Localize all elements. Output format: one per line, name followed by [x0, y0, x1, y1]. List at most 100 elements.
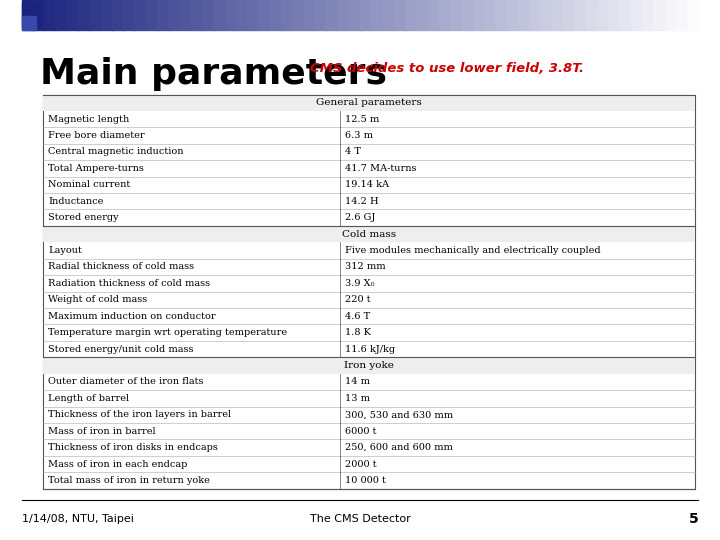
Bar: [360, 0, 372, 30]
Text: Stored energy/unit cold mass: Stored energy/unit cold mass: [48, 345, 194, 354]
Text: 312 mm: 312 mm: [345, 262, 385, 272]
Text: Weight of cold mass: Weight of cold mass: [48, 295, 148, 305]
Bar: [43, 357, 695, 374]
Text: Cold mass: Cold mass: [342, 230, 396, 239]
Text: 41.7 MA-turns: 41.7 MA-turns: [345, 164, 416, 173]
Bar: [22, 3, 42, 26]
Text: CMS decides to use lower field, 3.8T.: CMS decides to use lower field, 3.8T.: [310, 62, 584, 75]
Bar: [33, 0, 45, 30]
Bar: [43, 94, 695, 489]
Text: 11.6 kJ/kg: 11.6 kJ/kg: [345, 345, 395, 354]
Bar: [575, 0, 586, 30]
Text: 6.3 m: 6.3 m: [345, 131, 373, 140]
Bar: [292, 0, 305, 30]
Text: Total Ampere-turns: Total Ampere-turns: [48, 164, 144, 173]
Bar: [270, 0, 282, 30]
Bar: [22, 16, 36, 30]
Bar: [78, 0, 90, 30]
Bar: [123, 0, 135, 30]
Bar: [67, 0, 78, 30]
Bar: [563, 0, 575, 30]
Text: Outer diameter of the iron flats: Outer diameter of the iron flats: [48, 377, 204, 387]
Text: 220 t: 220 t: [345, 295, 370, 305]
Bar: [236, 0, 248, 30]
Bar: [394, 0, 406, 30]
Bar: [631, 0, 643, 30]
Text: 1/14/08, NTU, Taipei: 1/14/08, NTU, Taipei: [22, 515, 133, 524]
Bar: [405, 0, 417, 30]
Bar: [653, 0, 665, 30]
Bar: [112, 0, 124, 30]
Bar: [462, 0, 474, 30]
Bar: [495, 0, 508, 30]
Bar: [135, 0, 146, 30]
Text: Total mass of iron in return yoke: Total mass of iron in return yoke: [48, 476, 210, 485]
Text: Stored energy: Stored energy: [48, 213, 119, 222]
Bar: [145, 0, 158, 30]
Bar: [315, 0, 327, 30]
Bar: [338, 0, 349, 30]
Text: Inductance: Inductance: [48, 197, 104, 206]
Bar: [585, 0, 598, 30]
Bar: [44, 0, 56, 30]
Text: 4 T: 4 T: [345, 147, 361, 157]
Bar: [473, 0, 485, 30]
Text: Thickness of the iron layers in barrel: Thickness of the iron layers in barrel: [48, 410, 231, 419]
Bar: [416, 0, 428, 30]
Bar: [191, 0, 203, 30]
Bar: [304, 0, 315, 30]
Text: 300, 530 and 630 mm: 300, 530 and 630 mm: [345, 410, 453, 419]
Bar: [507, 0, 518, 30]
Bar: [168, 0, 180, 30]
Text: 2.6 GJ: 2.6 GJ: [345, 213, 375, 222]
Text: 14 m: 14 m: [345, 377, 369, 387]
Text: Radiation thickness of cold mass: Radiation thickness of cold mass: [48, 279, 210, 288]
Text: Main parameters: Main parameters: [40, 57, 387, 91]
Bar: [619, 0, 631, 30]
Text: 10 000 t: 10 000 t: [345, 476, 386, 485]
Bar: [541, 0, 552, 30]
Bar: [372, 0, 383, 30]
Bar: [89, 0, 102, 30]
Bar: [55, 0, 68, 30]
Text: 3.9 X₀: 3.9 X₀: [345, 279, 374, 288]
Text: Mass of iron in each endcap: Mass of iron in each endcap: [48, 460, 188, 469]
Bar: [529, 0, 541, 30]
Bar: [258, 0, 271, 30]
Text: 19.14 kA: 19.14 kA: [345, 180, 389, 190]
Bar: [247, 0, 259, 30]
Bar: [439, 0, 451, 30]
Bar: [484, 0, 496, 30]
Text: 1.8 K: 1.8 K: [345, 328, 371, 337]
Text: General parameters: General parameters: [316, 98, 422, 107]
Text: Nominal current: Nominal current: [48, 180, 130, 190]
Bar: [597, 0, 609, 30]
Text: 5: 5: [688, 512, 698, 526]
Text: 250, 600 and 600 mm: 250, 600 and 600 mm: [345, 443, 453, 452]
Bar: [382, 0, 395, 30]
Bar: [43, 226, 695, 242]
Bar: [676, 0, 688, 30]
Bar: [22, 0, 34, 30]
Bar: [348, 0, 361, 30]
Text: Magnetic length: Magnetic length: [48, 114, 130, 124]
Text: The CMS Detector: The CMS Detector: [310, 515, 410, 524]
Text: 4.6 T: 4.6 T: [345, 312, 370, 321]
Bar: [608, 0, 620, 30]
Bar: [43, 94, 695, 111]
Text: Iron yoke: Iron yoke: [344, 361, 394, 370]
Text: 6000 t: 6000 t: [345, 427, 377, 436]
Bar: [518, 0, 530, 30]
Text: Central magnetic induction: Central magnetic induction: [48, 147, 184, 157]
Text: Layout: Layout: [48, 246, 82, 255]
Bar: [642, 0, 654, 30]
Text: Thickness of iron disks in endcaps: Thickness of iron disks in endcaps: [48, 443, 218, 452]
Text: Radial thickness of cold mass: Radial thickness of cold mass: [48, 262, 194, 272]
Bar: [179, 0, 192, 30]
Text: Free bore diameter: Free bore diameter: [48, 131, 145, 140]
Bar: [687, 0, 699, 30]
Text: 12.5 m: 12.5 m: [345, 114, 379, 124]
Text: 14.2 H: 14.2 H: [345, 197, 378, 206]
Bar: [157, 0, 169, 30]
Bar: [225, 0, 237, 30]
